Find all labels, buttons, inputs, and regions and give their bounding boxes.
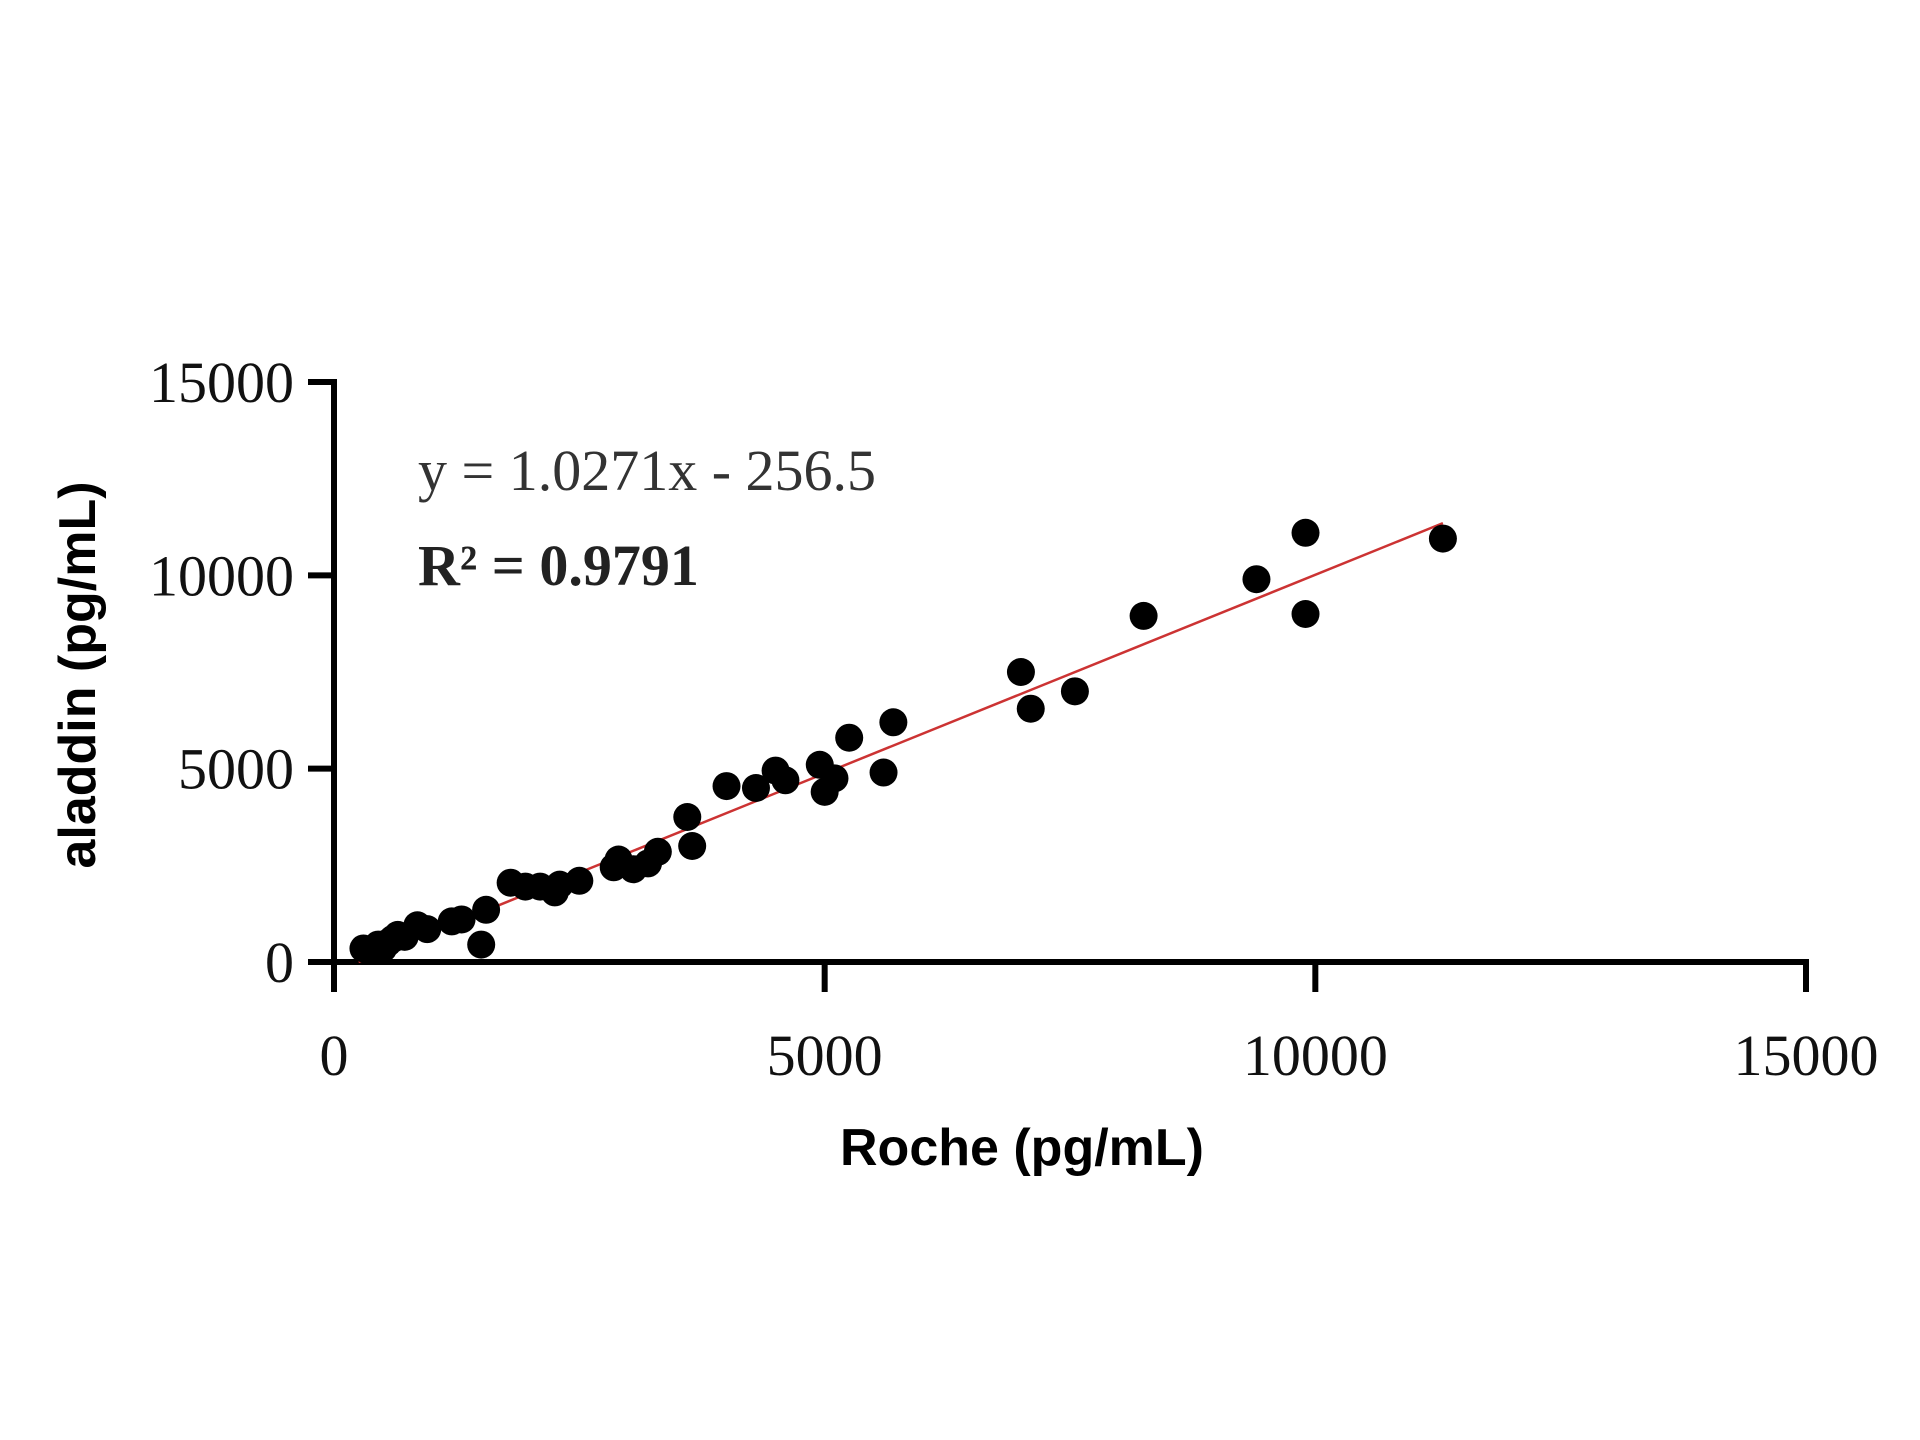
x-tick-label: 15000: [1734, 1023, 1879, 1088]
y-tick-label: 15000: [149, 350, 294, 415]
data-point: [1291, 600, 1320, 628]
data-point: [678, 832, 707, 860]
data-point: [1060, 677, 1089, 706]
data-point: [835, 723, 864, 752]
x-axis-title: Roche (pg/mL): [840, 1119, 1204, 1177]
r-squared-value: 0.9791: [539, 533, 699, 598]
x-tick-label: 10000: [1243, 1023, 1388, 1088]
data-point: [413, 915, 442, 944]
y-tick-label: 0: [265, 930, 294, 995]
data-point: [472, 895, 501, 924]
data-points: [349, 518, 1457, 965]
data-point: [1016, 694, 1045, 723]
data-point: [1006, 658, 1035, 686]
data-point: [1242, 565, 1271, 594]
r-squared: R² = 0.9791: [418, 533, 699, 598]
x-tick-label: 5000: [767, 1023, 883, 1088]
data-point: [467, 930, 496, 959]
data-point: [820, 764, 849, 793]
data-point: [1129, 601, 1158, 630]
data-point: [879, 708, 908, 737]
y-axis-title: aladdin (pg/mL): [49, 481, 107, 868]
y-tick-label: 10000: [149, 543, 294, 608]
regression-equation: y = 1.0271x - 256.5: [418, 438, 876, 503]
data-point: [771, 766, 800, 795]
data-point: [741, 774, 770, 802]
data-point: [712, 772, 741, 801]
y-axis-ticks: 0 5000 10000 15000: [149, 350, 334, 995]
data-point: [643, 837, 672, 866]
data-point: [447, 905, 476, 934]
data-point: [565, 866, 594, 895]
data-point: [673, 803, 702, 831]
data-point: [1291, 518, 1320, 547]
data-point: [1428, 524, 1457, 553]
x-tick-label: 0: [320, 1023, 349, 1088]
data-point: [869, 758, 898, 787]
r-squared-label: R² =: [418, 533, 539, 598]
x-axis-ticks: 0 5000 10000 15000: [320, 962, 1879, 1088]
y-tick-label: 5000: [178, 737, 294, 802]
